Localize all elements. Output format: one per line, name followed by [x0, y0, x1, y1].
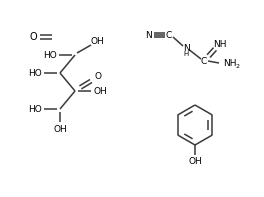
Text: C: C: [201, 57, 207, 65]
Text: OH: OH: [53, 125, 67, 134]
Text: OH: OH: [90, 36, 104, 46]
Text: HO: HO: [28, 69, 42, 77]
Text: N: N: [183, 44, 189, 52]
Text: H: H: [183, 51, 188, 57]
Text: O: O: [29, 32, 37, 42]
Text: NH: NH: [213, 40, 227, 48]
Text: N: N: [145, 31, 151, 40]
Text: HO: HO: [28, 104, 42, 113]
Text: HO: HO: [43, 50, 57, 59]
Text: NH: NH: [223, 59, 237, 68]
Text: C: C: [166, 31, 172, 40]
Text: O: O: [95, 72, 101, 81]
Text: 2: 2: [236, 63, 240, 69]
Text: OH: OH: [93, 86, 107, 96]
Text: OH: OH: [188, 156, 202, 165]
